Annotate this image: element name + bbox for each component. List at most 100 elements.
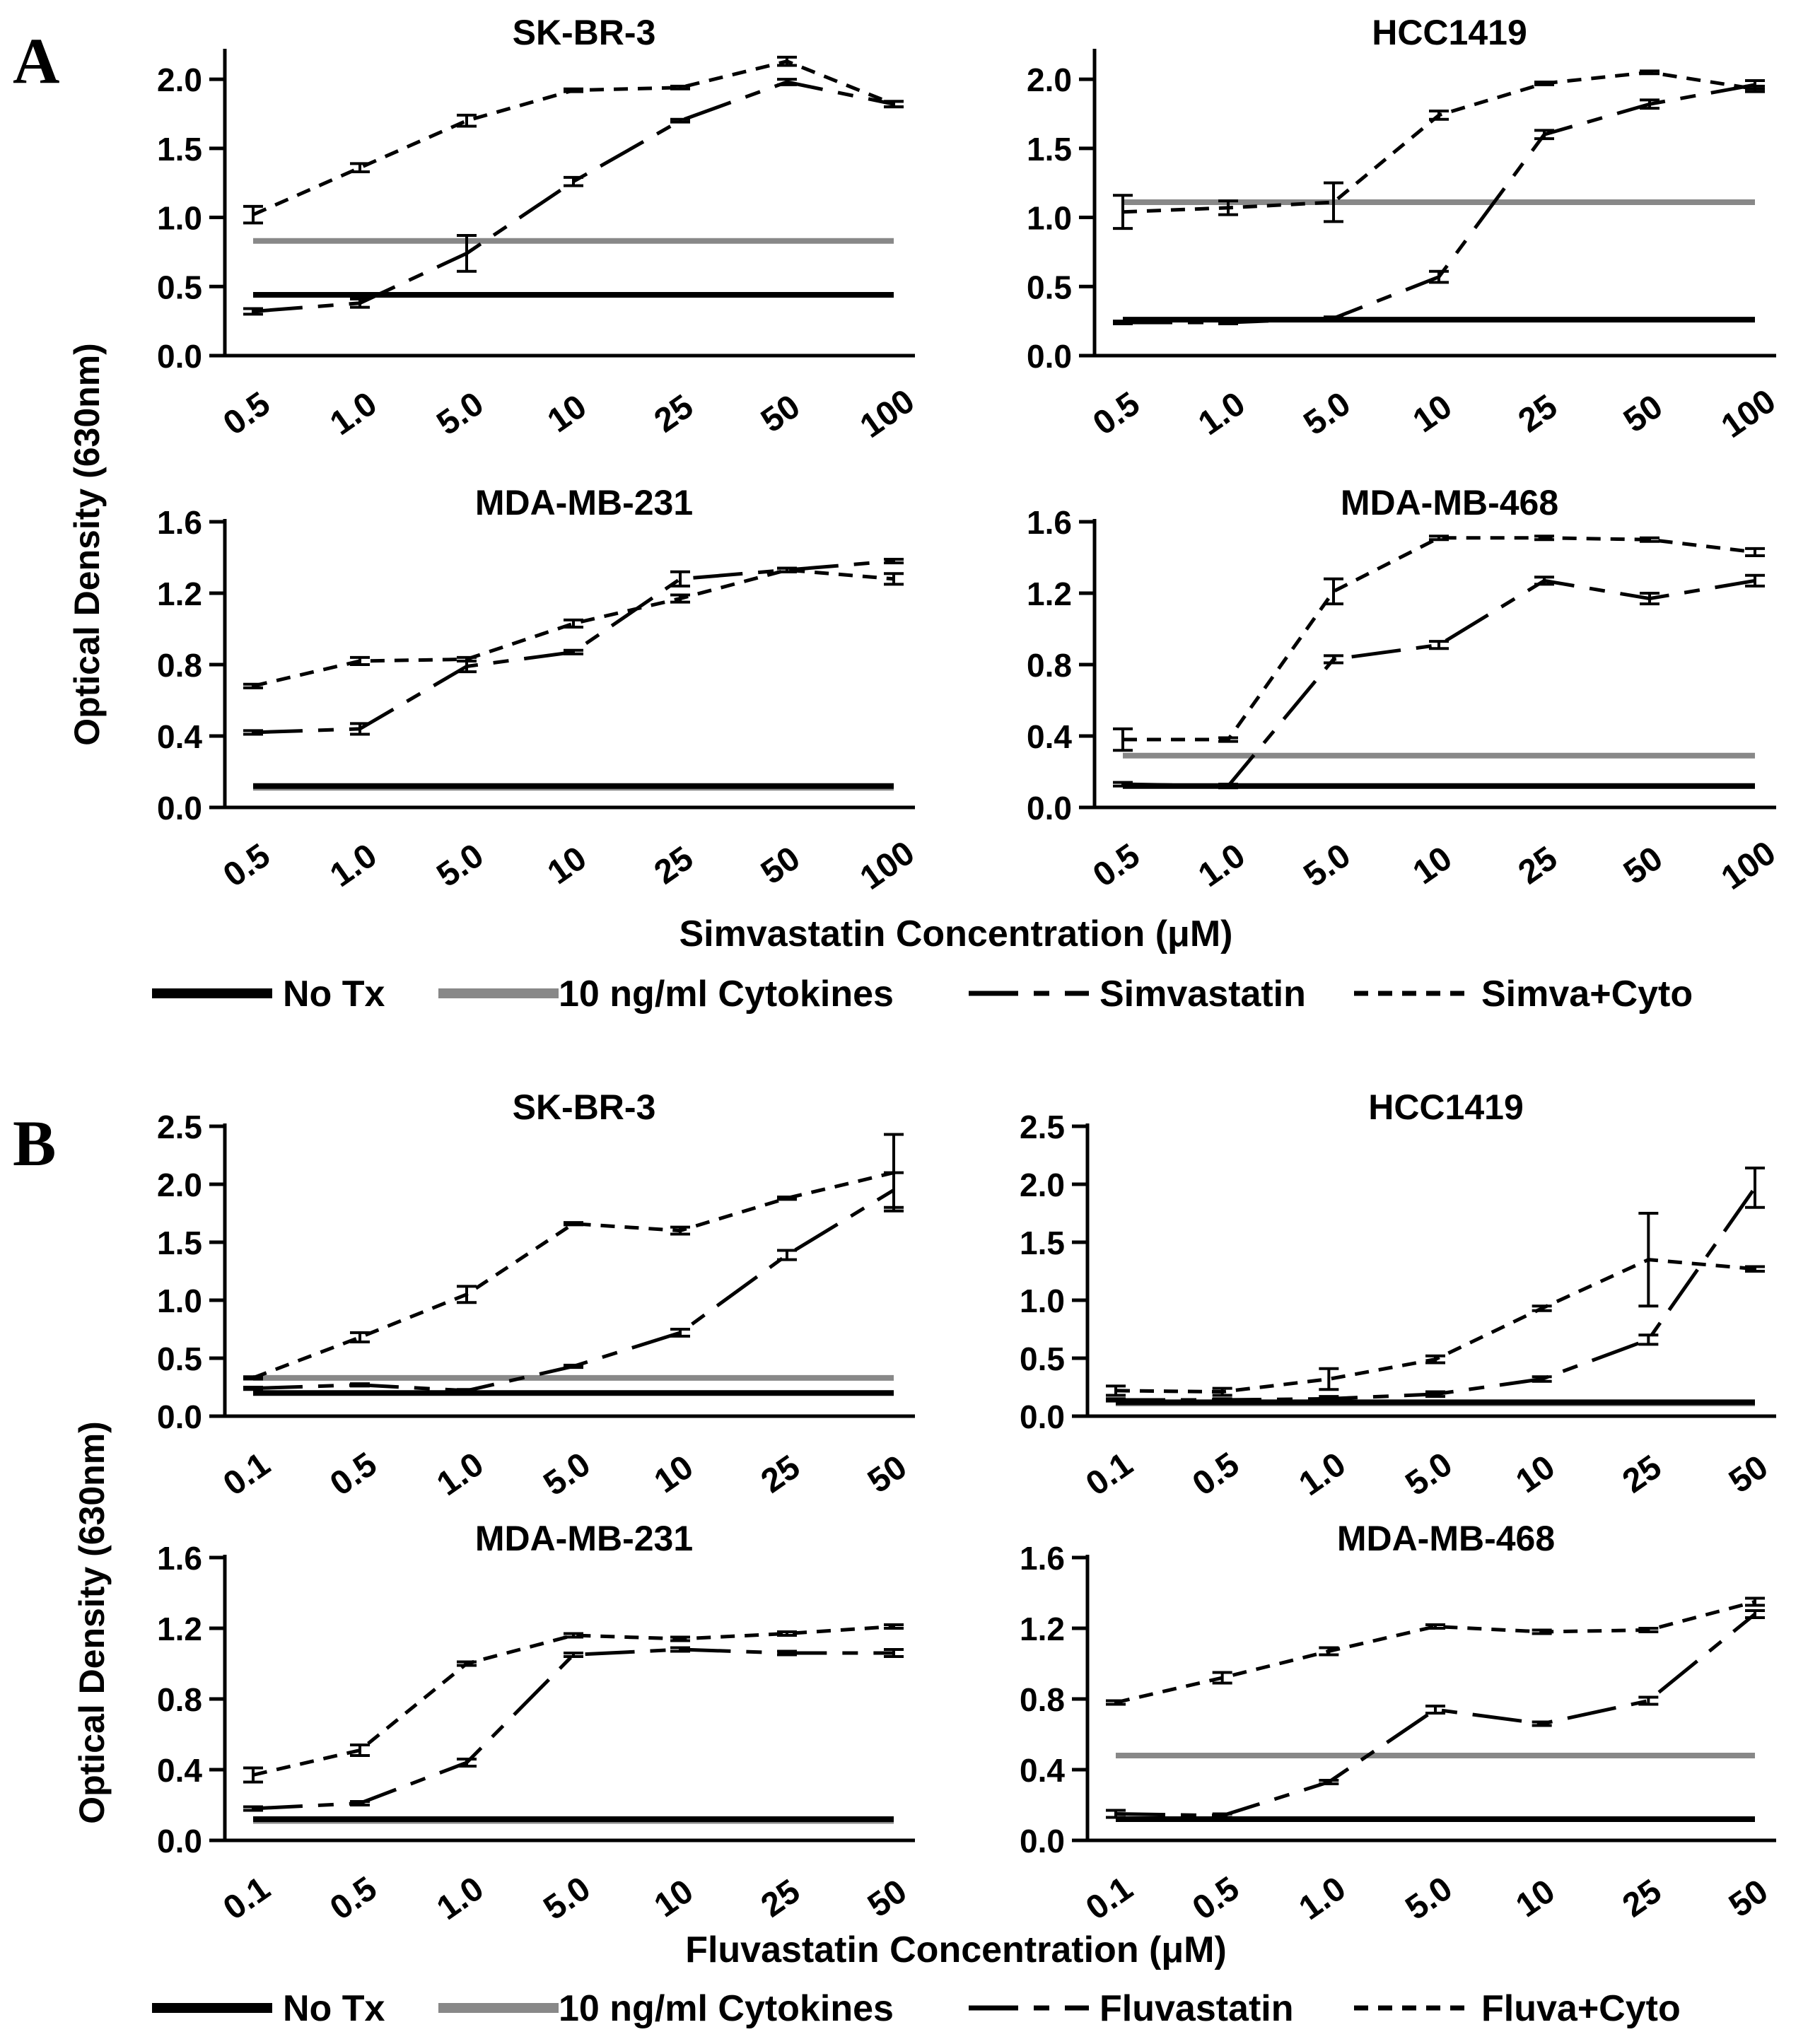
x-tick-label: 10 (541, 839, 593, 892)
x-tick-label: 50 (861, 1448, 914, 1500)
x-tick-label: 0.1 (1080, 1445, 1140, 1503)
x-tick-label: 5.0 (537, 1869, 597, 1927)
x-axis-label-a: Simvastatin Concentration (μM) (679, 913, 1233, 954)
y-tick-label: 1.2 (1020, 1611, 1065, 1647)
y-tick-label: 0.4 (157, 718, 202, 755)
x-tick-label: 1.0 (1192, 836, 1252, 894)
series-fluva-cyto (243, 1133, 904, 1381)
series-fluvastatin (1106, 1609, 1765, 1819)
series-simvastatin (1113, 573, 1765, 790)
x-tick-label: 5.0 (1399, 1445, 1459, 1503)
x-tick-label: 0.5 (1087, 385, 1147, 443)
legend-label-no-tx: No Tx (283, 974, 385, 1015)
y-tick-label: 2.5 (1020, 1109, 1065, 1145)
series-line (252, 1625, 894, 1777)
chart-a-mda-mb-468: MDA-MB-468 0.0 0.4 0.8 1.2 1.6 0.5 1.0 5.0 10 25 50… (1027, 483, 1783, 897)
series-fluvastatin (1106, 1167, 1765, 1403)
y-tick-label: 1.6 (1020, 1540, 1065, 1577)
y-tick-label: 0.8 (157, 647, 202, 684)
y-tick-label: 1.0 (1020, 1283, 1065, 1319)
y-axis-label-a: Optical Density (630nm) (67, 343, 107, 746)
series-simvastatin (1113, 79, 1765, 326)
y-tick-label: 0.0 (157, 1398, 202, 1435)
x-tick-label: 10 (648, 1872, 700, 1925)
y-tick-label: 1.5 (157, 131, 202, 168)
y-tick-label: 0.0 (157, 1823, 202, 1859)
x-tick-label: 50 (1617, 387, 1669, 440)
series-simvastatin (243, 78, 904, 316)
chart-a-mda-mb-231: MDA-MB-231 0.0 0.4 0.8 1.2 1.6 0.5 1.0 5.0 10 25 50… (157, 483, 921, 897)
y-tick-label: 1.2 (157, 576, 202, 612)
x-tick-label: 0.1 (1080, 1869, 1140, 1927)
charts: SK-BR-30.00.51.01.52.00.5 1.0 5.0 10 25 50 100… (157, 13, 1783, 1927)
x-tick-label: 25 (648, 839, 700, 892)
y-tick-label: 1.6 (1027, 504, 1072, 541)
series-line (1123, 536, 1756, 742)
y-tick-label: 1.0 (157, 1283, 202, 1319)
x-tick-label: 1.0 (431, 1869, 491, 1927)
chart-title: SK-BR-3 (513, 13, 656, 52)
x-tick-label: 25 (1616, 1872, 1668, 1925)
x-tick-label: 0.1 (217, 1869, 277, 1927)
y-tick-label: 1.5 (1027, 131, 1072, 168)
y-tick-label: 2.0 (157, 62, 202, 98)
legend-label-10-ng-ml-cytokines: 10 ng/ml Cytokines (559, 974, 894, 1015)
x-tick-label: 0.5 (324, 1445, 384, 1503)
y-tick-label: 0.5 (1027, 269, 1072, 305)
legend-label-simvastatin: Simvastatin (1099, 974, 1306, 1015)
series-line (252, 559, 894, 735)
series-line (1115, 1600, 1756, 1705)
chart-b-hcc1419: HCC1419 0.0 0.5 1.0 1.5 2.0 2.5 0.1 0.5 1.0 5.0 10 2… (1020, 1087, 1776, 1503)
x-tick-label: 100 (1715, 382, 1783, 445)
series-line (1116, 1186, 1757, 1402)
y-tick-label: 2.0 (1027, 62, 1072, 98)
y-tick-label: 0.5 (157, 269, 202, 305)
y-tick-label: 1.5 (157, 1225, 202, 1261)
y-tick-label: 0.5 (1020, 1341, 1065, 1377)
y-tick-label: 1.5 (1020, 1225, 1065, 1261)
x-axis-label-b: Fluvastatin Concentration (μM) (685, 1929, 1227, 1970)
x-tick-label: 25 (1616, 1448, 1668, 1500)
series-simva-cyto (1113, 535, 1765, 752)
series-line (1115, 1613, 1756, 1818)
y-tick-label: 0.0 (1020, 1823, 1065, 1859)
legend-b: No Tx 10 ng/ml Cytokines Fluvastatin Fluva+… (152, 1988, 1681, 2029)
series-fluva-cyto (1106, 1212, 1765, 1397)
legend-label-no-tx: No Tx (283, 1988, 385, 2029)
y-tick-label: 1.2 (157, 1611, 202, 1647)
x-tick-label: 50 (1617, 839, 1669, 892)
y-tick-label: 2.0 (1020, 1167, 1065, 1203)
y-tick-label: 0.4 (1020, 1752, 1065, 1789)
legend-label-fluvastatin: Fluvastatin (1099, 1988, 1294, 2029)
y-tick-label: 1.6 (157, 1540, 202, 1577)
chart-title: SK-BR-3 (513, 1087, 656, 1127)
x-tick-label: 100 (1715, 834, 1783, 897)
y-tick-label: 0.0 (157, 790, 202, 827)
panel-letter-a: A (13, 25, 59, 97)
legend-a: No Tx 10 ng/ml Cytokines Simvastatin Simva+… (152, 974, 1693, 1015)
chart-b-mda-mb-231: MDA-MB-231 0.0 0.4 0.8 1.2 1.6 0.1 0.5 1.0 5.0 10 2… (157, 1519, 915, 1927)
y-tick-label: 0.8 (1020, 1681, 1065, 1718)
chart-b-sk-br-3: SK-BR-3 0.0 0.5 1.0 1.5 2.0 2.5 0.1 0.5 1.0 5.0 10 2… (157, 1087, 915, 1503)
x-tick-label: 0.5 (217, 836, 277, 894)
legend-label-simva-cyto: Simva+Cyto (1481, 974, 1693, 1015)
series-line (1122, 70, 1756, 214)
x-tick-label: 0.5 (1087, 836, 1147, 894)
series-simva-cyto (1113, 69, 1765, 230)
y-tick-label: 1.2 (1027, 576, 1072, 612)
chart-b-mda-mb-468: MDA-MB-468 0.0 0.4 0.8 1.2 1.6 0.1 0.5 1.0 5.0 10 2… (1020, 1519, 1776, 1927)
series-line (252, 1189, 895, 1393)
x-tick-label: 50 (754, 839, 807, 892)
x-tick-label: 5.0 (431, 385, 491, 443)
x-tick-label: 10 (541, 387, 593, 440)
y-tick-label: 0.0 (1027, 338, 1072, 375)
x-tick-label: 10 (1510, 1448, 1562, 1500)
x-tick-label: 10 (1406, 839, 1459, 892)
legend-label-fluva-cyto: Fluva+Cyto (1481, 1988, 1681, 2029)
series-line (252, 80, 894, 313)
x-tick-label: 1.0 (431, 1445, 491, 1503)
x-tick-label: 10 (648, 1448, 700, 1500)
x-tick-label: 5.0 (1399, 1869, 1459, 1927)
x-tick-label: 1.0 (324, 385, 384, 443)
y-tick-label: 0.8 (157, 1681, 202, 1718)
